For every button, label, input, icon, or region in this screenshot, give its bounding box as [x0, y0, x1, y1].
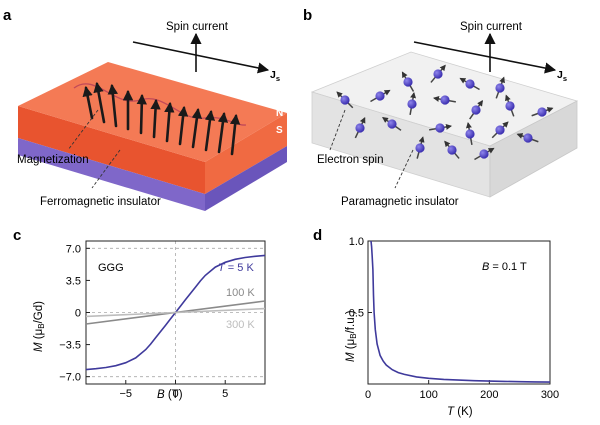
electron-ball [433, 69, 443, 79]
ferro-slab-bottom-front [205, 146, 287, 211]
electron-ball [375, 91, 385, 101]
electron-spins [336, 64, 554, 161]
chart-c-xtick-label: 0 [172, 388, 178, 400]
chart-c-ytick-label: −3.5 [59, 340, 81, 352]
panel-a-label: a [3, 7, 12, 24]
pole-n-label: N [276, 108, 283, 119]
js-arrow-b [413, 41, 557, 74]
insulator-callout-b [394, 149, 414, 189]
electron-ball [505, 101, 515, 111]
chart-d-ytick-label: 1.0 [349, 236, 364, 248]
magnetization-arrow [136, 93, 147, 135]
electron-ball [523, 133, 533, 143]
electron-ball [479, 149, 489, 159]
electron-ball [435, 123, 445, 133]
panel-d: d 0 100 200 300 0.5 1.0 B = 0.1 T T (K) M (μB… [313, 227, 559, 418]
chart-c-ylabel: M (μB/Gd) [33, 301, 46, 352]
chart-d: 0 100 200 300 0.5 1.0 [349, 236, 559, 401]
para-insulator-label: Paramagnetic insulator [341, 196, 459, 208]
chart-d-ylabel: M (μB/f.u.) [345, 310, 358, 362]
ferro-insulator-label: Ferromagnetic insulator [40, 196, 161, 208]
electron-ball [465, 129, 475, 139]
magnetization-arrows [82, 81, 241, 156]
panel-d-label: d [313, 227, 322, 244]
electron-ball [355, 123, 365, 133]
chart-d-xtick-label: 300 [541, 389, 559, 401]
magnetization-arrow [164, 101, 175, 143]
electron-ball [387, 119, 397, 129]
panel-b: b Spin current Js Electron spin Paramagn… [303, 7, 579, 208]
electron-ball [440, 95, 450, 105]
js-label-b: Js [557, 69, 567, 83]
chart-c-series-line [85, 307, 266, 318]
chart-d-ytick-label: 0.5 [349, 308, 364, 320]
chart-c-xtick-label: −5 [120, 388, 133, 400]
chart-d-xlabel: T (K) [447, 406, 473, 418]
js-arrow-a [132, 41, 270, 74]
insulator-callout-a [91, 149, 121, 189]
chart-d-series-line [370, 240, 551, 383]
electron-spin-label: Electron spin [317, 154, 383, 166]
pole-s-label: S [276, 125, 283, 136]
chart-c-xtick-label: 5 [222, 388, 228, 400]
spin-current-label-b: Spin current [460, 21, 523, 33]
magnetization-arrow [229, 113, 241, 156]
electron-ball [537, 107, 547, 117]
magnetization-arrow [82, 85, 94, 120]
chart-c-ytick-label: −7.0 [59, 372, 81, 384]
electron-ball [447, 145, 457, 155]
magnetization-arrow [93, 81, 106, 124]
para-box-front [489, 100, 578, 198]
chart-c-ytick-label: 0 [75, 308, 81, 320]
panel-b-label: b [303, 7, 312, 24]
chart-c: −5 0 5 7.0 3.5 0 −3.5 −7.0 T = 5 K 100 K 300 K [59, 240, 266, 400]
chart-d-annotation: B = 0.1 T [482, 261, 527, 273]
chart-c-series-label: T = 5 K [218, 262, 254, 274]
electron-spin-callout [329, 109, 346, 151]
magnetization-arrow [204, 109, 216, 152]
magnetization-arrow [217, 111, 229, 154]
chart-c-annotation: GGG [98, 262, 124, 274]
electron-ball [465, 79, 475, 89]
chart-d-xtick-label: 200 [480, 389, 498, 401]
electron-ball [495, 125, 505, 135]
electron-ball [495, 83, 505, 93]
spin-current-label-a: Spin current [166, 21, 229, 33]
magnetization-arrow [177, 105, 189, 146]
panel-c: c −5 0 5 7.0 3.5 0 −3.5 −7.0 T = 5 K 100 K 300 K G… [13, 227, 266, 401]
electron-ball [340, 95, 350, 105]
chart-c-ytick-label: 7.0 [66, 243, 81, 255]
panel-c-label: c [13, 227, 21, 244]
electron-ball [471, 105, 481, 115]
ferro-slab-bottom-side [18, 138, 205, 211]
electron-ball [403, 77, 413, 87]
electron-ball [407, 99, 417, 109]
magnetization-arrow [150, 98, 161, 139]
ferro-slab-side [18, 106, 205, 194]
chart-d-xtick-label: 100 [419, 389, 437, 401]
chart-d-xtick-label: 0 [365, 389, 371, 401]
magnetization-callout [67, 109, 99, 151]
chart-c-series-label: 100 K [226, 287, 255, 299]
js-label-a: Js [270, 69, 280, 83]
magnetization-arrow [107, 83, 119, 128]
chart-c-ytick-label: 3.5 [66, 275, 81, 287]
chart-c-series-label: 300 K [226, 319, 255, 331]
chart-c-xlabel: B (T) [157, 389, 183, 401]
electron-ball [415, 143, 425, 153]
magnetization-arrow [191, 107, 203, 149]
magnetization-label: Magnetization [17, 154, 89, 166]
panel-a: a N S Spin current Js Magnetization Ferr… [3, 7, 287, 211]
ferro-slab-front [205, 113, 287, 194]
